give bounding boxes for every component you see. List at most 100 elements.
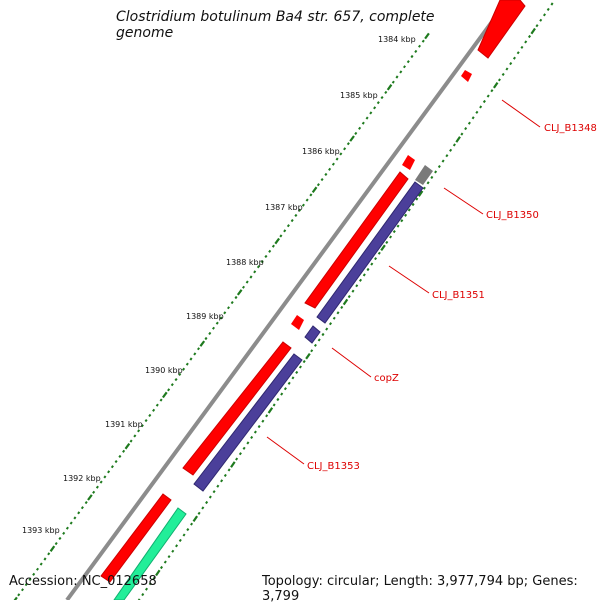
minor-tick xyxy=(452,143,456,147)
minor-tick xyxy=(464,127,468,131)
minor-tick xyxy=(374,257,378,261)
gene-cds-reverse-copz[interactable] xyxy=(304,325,321,344)
major-tick xyxy=(530,27,536,35)
minor-tick xyxy=(417,44,422,48)
minor-tick xyxy=(137,598,141,600)
minor-tick xyxy=(144,419,148,423)
minor-tick xyxy=(295,370,299,374)
minor-tick xyxy=(298,208,302,212)
minor-tick xyxy=(155,403,159,407)
minor-tick xyxy=(294,213,298,217)
minor-tick xyxy=(283,387,287,391)
gene-cds-reverse-1351[interactable] xyxy=(316,181,424,324)
minor-tick xyxy=(399,70,403,74)
gene-labels: CLJ_B1348 CLJ_B1350 CLJ_B1351 copZ CLJ_B… xyxy=(307,123,597,472)
gene-cds-forward-1353[interactable] xyxy=(182,341,292,476)
minor-tick xyxy=(216,484,220,488)
minor-tick xyxy=(261,419,265,423)
minor-tick xyxy=(249,275,253,279)
minor-tick xyxy=(265,414,269,418)
minor-tick xyxy=(509,62,513,66)
tick-label: 1391 kbp xyxy=(105,420,143,429)
minor-tick xyxy=(175,544,179,548)
minor-tick xyxy=(35,567,40,571)
minor-tick xyxy=(182,533,186,537)
minor-tick xyxy=(335,157,339,161)
minor-tick xyxy=(182,367,186,371)
minor-tick xyxy=(271,244,275,248)
minor-tick xyxy=(260,260,264,264)
gene-cds-forward-1351[interactable] xyxy=(304,171,409,309)
minor-tick xyxy=(223,311,227,315)
minor-tick xyxy=(257,425,261,429)
backbone-line xyxy=(65,0,510,600)
minor-tick xyxy=(159,565,164,570)
minor-tick xyxy=(358,278,363,282)
gene-cds-forward-1348[interactable] xyxy=(477,0,526,59)
minor-tick xyxy=(241,285,246,289)
minor-tick xyxy=(400,219,404,223)
tick-label: 1388 kbp xyxy=(226,258,264,267)
minor-tick xyxy=(340,305,344,309)
minor-tick xyxy=(301,203,305,207)
minor-tick xyxy=(339,152,343,156)
major-tick xyxy=(492,81,499,89)
minor-tick xyxy=(434,170,438,174)
minor-tick xyxy=(290,219,294,223)
minor-tick xyxy=(497,78,501,82)
gene-cds-forward-lower[interactable] xyxy=(100,493,172,583)
minor-tick xyxy=(280,392,284,396)
minor-tick xyxy=(159,398,163,402)
major-tick xyxy=(199,340,206,347)
minor-tick xyxy=(385,240,389,244)
minor-tick xyxy=(230,301,234,305)
minor-tick xyxy=(220,479,224,483)
minor-tick xyxy=(208,495,212,499)
minor-tick xyxy=(287,381,291,385)
map-title: Clostridium botulinum Ba4 str. 657, comp… xyxy=(116,9,435,41)
minor-tick xyxy=(152,408,156,412)
gene-label-clj-b1350[interactable]: CLJ_B1350 xyxy=(486,210,539,221)
tick-label: 1393 kbp xyxy=(22,526,60,535)
minor-tick xyxy=(324,172,328,176)
minor-tick xyxy=(133,434,137,438)
minor-tick xyxy=(343,147,347,151)
minor-tick xyxy=(178,372,182,376)
major-tick xyxy=(162,391,168,399)
minor-tick xyxy=(325,327,329,331)
minor-tick xyxy=(550,2,554,6)
gene-cds-forward-copz[interactable] xyxy=(291,315,304,330)
minor-tick xyxy=(395,75,399,79)
reverse-strand-features xyxy=(113,165,433,600)
minor-tick xyxy=(39,562,43,566)
minor-tick xyxy=(490,89,494,93)
minor-tick xyxy=(137,429,141,433)
gene-label-clj-b1353[interactable]: CLJ_B1353 xyxy=(307,461,360,472)
minor-tick xyxy=(406,60,410,64)
minor-tick xyxy=(362,273,366,277)
minor-tick xyxy=(298,365,302,369)
minor-tick xyxy=(535,24,539,28)
gene-label-copz[interactable]: copZ xyxy=(374,373,399,384)
gene-cds-forward-1348b[interactable] xyxy=(461,70,472,82)
gene-other-1350[interactable] xyxy=(415,165,433,185)
minor-tick xyxy=(302,360,306,364)
major-tick xyxy=(349,135,355,142)
gene-cds-reverse-1353[interactable] xyxy=(193,353,303,492)
gene-label-clj-b1348[interactable]: CLJ_B1348 xyxy=(544,123,597,134)
gene-cds-forward-1350[interactable] xyxy=(402,155,415,170)
minor-tick xyxy=(376,101,380,105)
major-tick xyxy=(236,289,243,296)
gene-label-clj-b1351[interactable]: CLJ_B1351 xyxy=(432,290,485,301)
minor-tick xyxy=(54,542,58,546)
minor-tick xyxy=(501,72,505,76)
minor-tick xyxy=(316,183,320,187)
minor-tick xyxy=(114,460,118,464)
minor-tick xyxy=(245,280,249,284)
minor-tick xyxy=(246,441,250,445)
major-tick xyxy=(49,545,56,552)
minor-tick xyxy=(238,452,242,456)
gene-rna-lower[interactable] xyxy=(113,507,187,600)
minor-tick xyxy=(437,165,441,169)
